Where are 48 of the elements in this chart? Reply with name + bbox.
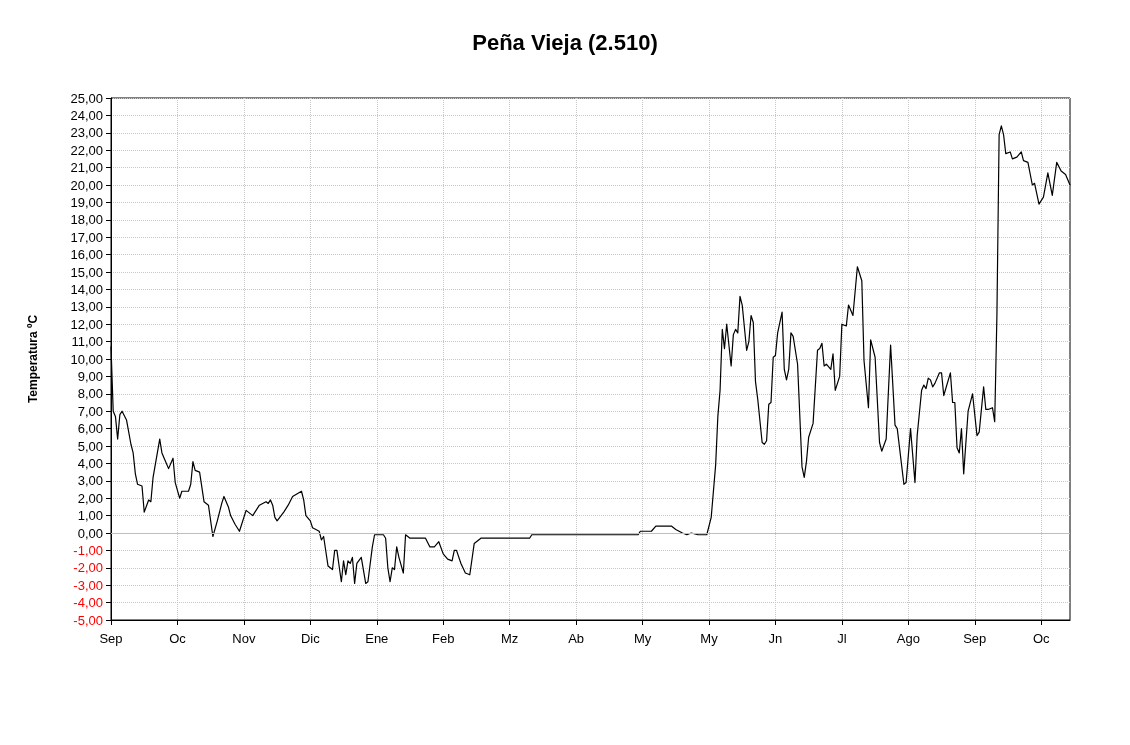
y-tick-label: 22,00 xyxy=(70,142,103,158)
y-tick-label: 17,00 xyxy=(70,229,103,245)
y-tick-label: 15,00 xyxy=(70,264,103,280)
y-tick-label: 19,00 xyxy=(70,194,103,210)
y-tick-label: -4,00 xyxy=(73,595,103,611)
y-tick-label: 16,00 xyxy=(70,247,103,263)
y-tick-label: 20,00 xyxy=(70,177,103,193)
y-tick-label: 7,00 xyxy=(77,403,103,419)
y-tick-label: -2,00 xyxy=(73,560,103,576)
x-tick-label: Dic xyxy=(300,631,321,646)
y-tick-label: -5,00 xyxy=(73,612,103,628)
x-tick-label: Ab xyxy=(568,631,585,646)
y-tick-label: 5,00 xyxy=(77,438,103,454)
y-tick-label: 2,00 xyxy=(77,490,103,506)
y-tick-label: 21,00 xyxy=(70,160,103,176)
x-tick-label: Nov xyxy=(232,631,256,646)
y-tick-label: 6,00 xyxy=(77,421,103,437)
y-tick-label: 24,00 xyxy=(70,107,103,123)
x-tick-label: My xyxy=(633,631,652,646)
y-tick-label: 25,00 xyxy=(70,90,103,106)
y-tick-label: 12,00 xyxy=(70,316,103,332)
y-tick-label: 23,00 xyxy=(70,125,103,141)
x-tick-label: Ago xyxy=(896,631,920,646)
x-tick-label: Jn xyxy=(768,631,783,646)
y-tick-label: 13,00 xyxy=(70,299,103,315)
x-tick-label: Jl xyxy=(837,631,847,646)
x-tick-label: Ene xyxy=(365,631,389,646)
y-tick-label: -1,00 xyxy=(73,542,103,558)
y-tick-label: 0,00 xyxy=(77,525,103,541)
x-tick-label: Oc xyxy=(169,631,187,646)
y-tick-label: 14,00 xyxy=(70,281,103,297)
y-tick-label: 4,00 xyxy=(77,455,103,471)
x-tick-label: Feb xyxy=(432,631,455,646)
x-tick-label: My xyxy=(700,631,719,646)
y-tick-label: 10,00 xyxy=(70,351,103,367)
y-tick-label: 8,00 xyxy=(77,386,103,402)
y-tick-label: 18,00 xyxy=(70,212,103,228)
y-axis-title: Temperatura ºC xyxy=(26,314,40,404)
chart-title: Peña Vieja (2.510) xyxy=(472,29,658,55)
x-tick-label: Oc xyxy=(1032,631,1051,646)
y-tick-label: -3,00 xyxy=(73,577,103,593)
y-tick-label: 11,00 xyxy=(71,334,103,350)
x-tick-label: Mz xyxy=(500,631,519,646)
y-tick-label: 3,00 xyxy=(77,473,103,489)
y-tick-label: 9,00 xyxy=(77,368,103,384)
x-tick-label: Sep xyxy=(963,631,987,646)
y-tick-label: 1,00 xyxy=(77,508,103,524)
x-tick-label: Sep xyxy=(99,631,123,646)
